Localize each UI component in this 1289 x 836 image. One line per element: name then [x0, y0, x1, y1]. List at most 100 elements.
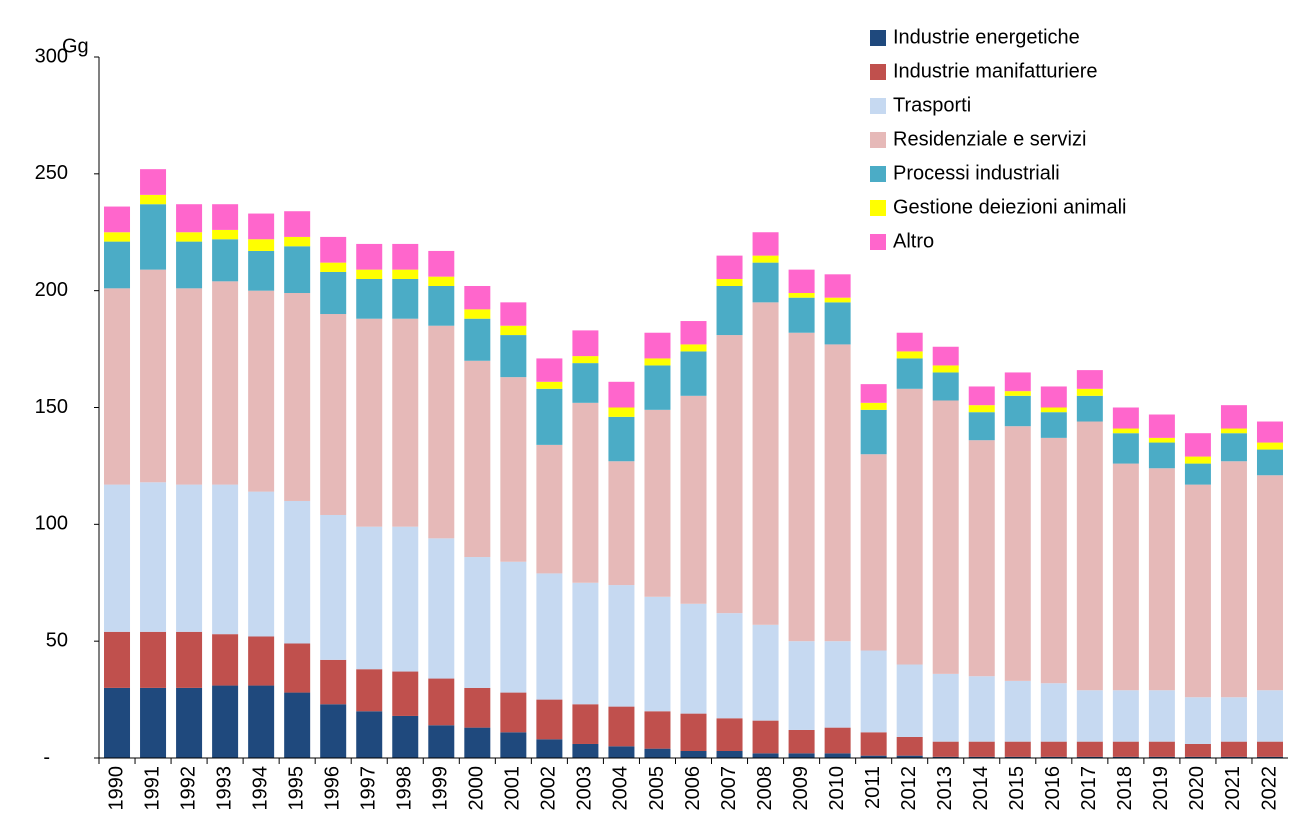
bar-segment — [716, 335, 743, 614]
bar-segment — [500, 732, 527, 758]
bar-segment — [284, 643, 311, 693]
bar-segment — [500, 325, 527, 336]
y-tick-label: 200 — [35, 279, 68, 301]
bar-segment — [320, 514, 347, 660]
bar-segment — [896, 332, 923, 352]
legend-label: Industrie manifatturiere — [893, 60, 1098, 82]
bar-segment — [824, 727, 851, 754]
x-tick-label: 1995 — [285, 766, 307, 811]
legend-label: Gestione deiezioni animali — [893, 196, 1126, 218]
bar-segment — [536, 381, 563, 389]
bar-segment — [968, 440, 995, 677]
bar-segment — [608, 746, 635, 758]
bar-segment — [428, 285, 455, 326]
bar-segment — [248, 250, 275, 291]
bar-segment — [536, 388, 563, 445]
bar-segment — [824, 641, 851, 728]
x-tick-label: 2009 — [790, 766, 812, 811]
bar-segment — [1256, 449, 1283, 476]
bar-segment — [1184, 756, 1211, 758]
bar-segment — [680, 603, 707, 714]
legend-swatch — [870, 166, 886, 182]
bar-segment — [1148, 756, 1175, 758]
bar-segment — [1148, 741, 1175, 757]
legend-label: Processi industriali — [893, 162, 1060, 184]
y-tick-label: 300 — [35, 45, 68, 67]
bar-segment — [212, 204, 239, 230]
legend-swatch — [870, 98, 886, 114]
bar-segment — [1076, 395, 1103, 422]
bar-segment — [608, 416, 635, 462]
bar-segment — [968, 412, 995, 441]
bar-segment — [608, 381, 635, 408]
bar-segment — [536, 444, 563, 574]
bar-segment — [1040, 756, 1067, 758]
bar-segment — [248, 636, 275, 686]
bar-segment — [896, 388, 923, 665]
bar-segment — [500, 377, 527, 562]
bar-segment — [140, 687, 167, 758]
bar-segment — [536, 699, 563, 740]
bar-segment — [248, 491, 275, 637]
bar-segment — [932, 346, 959, 366]
x-tick-label: 2008 — [754, 766, 776, 811]
bar-segment — [284, 500, 311, 644]
bar-segment — [572, 704, 599, 744]
bar-segment — [536, 358, 563, 382]
bar-segment — [752, 262, 779, 303]
bar-segment — [1184, 433, 1211, 457]
bar-segment — [284, 236, 311, 247]
legend-label: Industrie energetiche — [893, 26, 1080, 48]
bar-segment — [680, 344, 707, 352]
bar-segment — [356, 318, 383, 527]
bar-segment — [1004, 395, 1031, 427]
bar-segment — [1256, 741, 1283, 757]
bar-segment — [212, 484, 239, 635]
bar-segment — [248, 290, 275, 492]
bar-segment — [104, 687, 131, 758]
bar-segment — [752, 720, 779, 754]
bar-segment — [428, 276, 455, 286]
bar-segment — [896, 358, 923, 389]
bar-segment — [140, 482, 167, 632]
bar-segment — [356, 269, 383, 279]
x-tick-label: 2016 — [1042, 766, 1064, 811]
bar-segment — [896, 664, 923, 737]
bar-segment — [176, 484, 203, 632]
y-axis-label: Gg — [62, 35, 89, 57]
bar-segment — [284, 211, 311, 237]
x-tick-label: 2013 — [934, 766, 956, 811]
bar-segment — [464, 285, 491, 310]
bar-segment — [320, 271, 347, 315]
bar-segment — [428, 250, 455, 277]
x-tick-label: 2011 — [862, 766, 884, 809]
bar-segment — [176, 687, 203, 758]
bar-segment — [1184, 697, 1211, 744]
bar-segment — [1148, 690, 1175, 742]
bar-segment — [644, 596, 671, 712]
bar-segment — [1184, 743, 1211, 757]
bar-segment — [248, 239, 275, 251]
bar-segment — [1148, 468, 1175, 691]
bar-segment — [1004, 372, 1031, 392]
bar-segment — [788, 641, 815, 730]
bar-segment — [464, 727, 491, 758]
bar-segment — [1184, 463, 1211, 485]
bar-segment — [860, 384, 887, 403]
bar-segment — [860, 454, 887, 651]
bar-segment — [788, 293, 815, 298]
bar-segment — [716, 718, 743, 751]
x-tick-label: 2005 — [646, 766, 668, 811]
bar-segment — [896, 736, 923, 756]
bar-segment — [320, 236, 347, 263]
bar-segment — [932, 365, 959, 373]
bar-segment — [1076, 741, 1103, 757]
bar-segment — [716, 750, 743, 758]
bar-segment — [392, 671, 419, 716]
bar-segment — [104, 631, 131, 688]
bar-segment — [104, 206, 131, 233]
bar-segment — [500, 561, 527, 693]
bar-segment — [1040, 741, 1067, 757]
bar-segment — [680, 395, 707, 604]
x-tick-label: 1998 — [394, 766, 416, 811]
